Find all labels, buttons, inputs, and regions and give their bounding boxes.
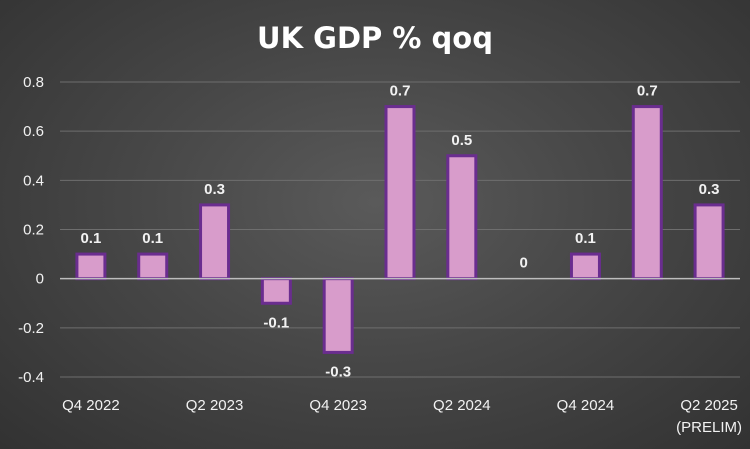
y-axis: 0.8 0.6 0.4 0.2 0 -0.2 -0.4 (18, 74, 44, 386)
data-label: -0.1 (263, 314, 289, 331)
y-tick-label: 0.6 (23, 123, 44, 140)
bar-q1-2023 (137, 252, 169, 281)
bar-q1-2025 (631, 105, 663, 281)
data-labels: 0.1 0.1 0.3 -0.1 -0.3 0.7 0.5 0 0.1 0.7 0.3 (80, 83, 719, 381)
data-label: -0.3 (325, 363, 351, 380)
x-tick-label: Q2 2023 (186, 397, 244, 414)
x-tick-sublabel: (PRELIM) (676, 419, 742, 436)
x-axis: Q4 2022 Q2 2023 Q4 2023 Q2 2024 Q4 2024 Q2 20… (62, 397, 742, 436)
data-label: 0.7 (637, 83, 658, 100)
bar-q2-2024 (446, 154, 478, 281)
bar-q2-2023 (199, 203, 231, 281)
data-label: 0.7 (390, 83, 411, 100)
x-tick-label: Q2 2024 (433, 397, 491, 414)
x-tick-label: Q2 2025 (680, 397, 738, 414)
y-tick-label: 0 (36, 271, 44, 288)
y-tick-label: -0.2 (18, 320, 44, 337)
y-tick-label: -0.4 (18, 369, 44, 386)
chart-title: UK GDP % qoq (257, 21, 493, 55)
bar-q1-2024 (384, 105, 416, 281)
bar-q3-2023 (260, 277, 292, 305)
bar-q4-2023 (322, 277, 354, 354)
bar-q4-2022 (75, 252, 107, 281)
x-tick-label: Q4 2024 (557, 397, 615, 414)
x-tick-label: Q4 2023 (309, 397, 367, 414)
data-label: 0.5 (451, 132, 472, 149)
x-tick-label: Q4 2022 (62, 397, 120, 414)
data-label: 0.1 (142, 230, 163, 247)
y-tick-label: 0.2 (23, 222, 44, 239)
y-tick-label: 0.4 (23, 172, 44, 189)
bar-q4-2024 (569, 252, 601, 281)
bar-q2-2025 (693, 203, 725, 281)
data-label: 0 (519, 255, 527, 272)
y-tick-label: 0.8 (23, 74, 44, 91)
data-label: 0.3 (204, 181, 225, 198)
data-label: 0.3 (699, 181, 720, 198)
data-label: 0.1 (575, 230, 596, 247)
data-label: 0.1 (80, 230, 101, 247)
